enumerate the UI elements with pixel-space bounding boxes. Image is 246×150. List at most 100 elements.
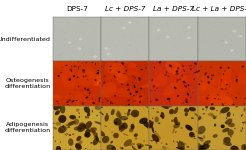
Ellipse shape: [232, 30, 236, 33]
Ellipse shape: [112, 80, 124, 85]
Ellipse shape: [167, 76, 170, 77]
Ellipse shape: [183, 102, 184, 104]
Ellipse shape: [68, 79, 71, 81]
Ellipse shape: [175, 131, 177, 133]
Ellipse shape: [129, 143, 135, 146]
Ellipse shape: [82, 26, 83, 27]
Ellipse shape: [139, 118, 148, 124]
Ellipse shape: [135, 41, 136, 42]
Ellipse shape: [189, 66, 190, 67]
Ellipse shape: [169, 60, 170, 62]
Ellipse shape: [136, 66, 138, 67]
Ellipse shape: [131, 75, 134, 77]
Ellipse shape: [221, 88, 223, 90]
Ellipse shape: [215, 116, 218, 117]
Ellipse shape: [220, 112, 221, 114]
Ellipse shape: [56, 80, 62, 90]
Ellipse shape: [117, 74, 128, 84]
Ellipse shape: [55, 122, 61, 126]
Ellipse shape: [152, 18, 153, 19]
Ellipse shape: [154, 66, 155, 69]
Ellipse shape: [224, 57, 225, 58]
Ellipse shape: [156, 140, 158, 141]
Ellipse shape: [129, 99, 130, 100]
Ellipse shape: [173, 49, 174, 50]
Ellipse shape: [213, 75, 214, 76]
Ellipse shape: [127, 109, 130, 117]
Ellipse shape: [133, 21, 134, 22]
Ellipse shape: [99, 83, 101, 84]
Ellipse shape: [151, 80, 153, 81]
Ellipse shape: [207, 76, 209, 78]
Ellipse shape: [92, 98, 93, 100]
Ellipse shape: [178, 141, 185, 150]
Ellipse shape: [183, 85, 195, 94]
Ellipse shape: [96, 140, 102, 143]
Ellipse shape: [101, 47, 102, 48]
Ellipse shape: [169, 64, 172, 67]
Ellipse shape: [211, 43, 212, 44]
Ellipse shape: [148, 82, 159, 90]
Ellipse shape: [213, 116, 216, 119]
Ellipse shape: [238, 35, 242, 38]
Ellipse shape: [219, 84, 221, 86]
Ellipse shape: [67, 121, 76, 126]
Ellipse shape: [66, 101, 69, 103]
Ellipse shape: [194, 117, 201, 121]
Ellipse shape: [117, 57, 129, 65]
Ellipse shape: [140, 69, 143, 70]
Ellipse shape: [221, 124, 225, 128]
Ellipse shape: [179, 140, 180, 142]
Ellipse shape: [65, 65, 68, 66]
Ellipse shape: [157, 51, 158, 52]
Ellipse shape: [56, 40, 57, 41]
Ellipse shape: [71, 82, 77, 86]
Ellipse shape: [159, 38, 161, 39]
Ellipse shape: [180, 21, 181, 22]
Ellipse shape: [206, 144, 208, 146]
Ellipse shape: [223, 142, 226, 145]
Ellipse shape: [182, 44, 183, 45]
Ellipse shape: [93, 137, 99, 145]
Ellipse shape: [111, 103, 113, 104]
Ellipse shape: [130, 53, 131, 54]
Ellipse shape: [223, 22, 224, 23]
Ellipse shape: [129, 128, 133, 132]
Ellipse shape: [113, 75, 115, 77]
Ellipse shape: [118, 19, 119, 20]
Ellipse shape: [228, 67, 230, 69]
Ellipse shape: [123, 133, 128, 136]
Ellipse shape: [127, 84, 129, 86]
Ellipse shape: [185, 85, 187, 88]
Ellipse shape: [110, 101, 111, 104]
Ellipse shape: [206, 97, 209, 100]
Ellipse shape: [112, 53, 131, 73]
Ellipse shape: [152, 134, 159, 142]
Ellipse shape: [221, 81, 222, 82]
Ellipse shape: [206, 28, 207, 29]
Ellipse shape: [89, 92, 91, 94]
Ellipse shape: [241, 114, 243, 117]
Ellipse shape: [101, 31, 102, 32]
Ellipse shape: [236, 76, 238, 77]
Ellipse shape: [227, 113, 228, 115]
Ellipse shape: [96, 73, 97, 74]
Ellipse shape: [185, 98, 188, 102]
Ellipse shape: [173, 26, 174, 27]
Ellipse shape: [124, 119, 125, 120]
Ellipse shape: [241, 58, 242, 59]
Ellipse shape: [119, 129, 120, 131]
Ellipse shape: [120, 131, 123, 132]
Ellipse shape: [137, 41, 138, 42]
Ellipse shape: [160, 95, 173, 104]
Ellipse shape: [95, 53, 96, 54]
Ellipse shape: [208, 81, 210, 84]
Ellipse shape: [111, 50, 112, 51]
Ellipse shape: [133, 95, 143, 104]
Ellipse shape: [96, 105, 97, 107]
Ellipse shape: [208, 88, 219, 98]
Ellipse shape: [210, 30, 211, 31]
Ellipse shape: [182, 65, 184, 67]
Ellipse shape: [79, 43, 80, 44]
Ellipse shape: [110, 38, 111, 39]
